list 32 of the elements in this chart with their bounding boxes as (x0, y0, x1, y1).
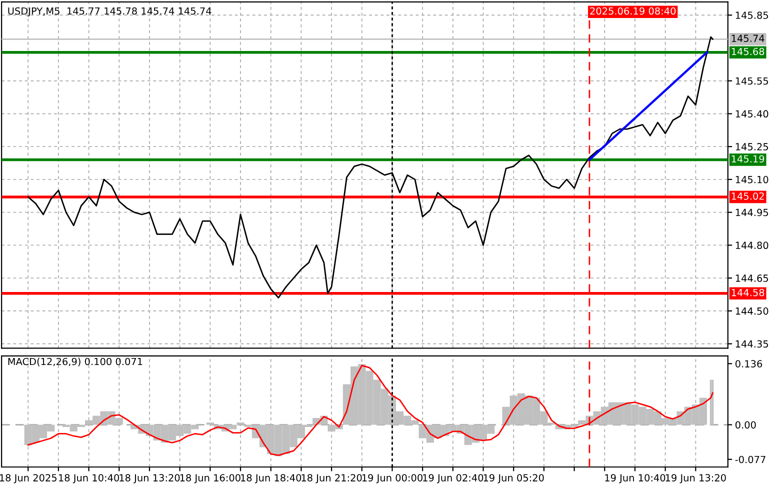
ref-line-label: 145.74 (732, 34, 764, 42)
y-tick-label: 144.50 (736, 307, 768, 315)
ref-line-label: 2025.06.19 08:40 (590, 7, 676, 15)
y-tick-label: 145.55 (736, 77, 768, 85)
y-tick-label: 145.25 (736, 143, 768, 150)
y-tick-label: -0.077 (735, 456, 766, 464)
y-tick-label: 144.65 (736, 274, 768, 282)
ref-line-label: 145.68 (732, 48, 764, 56)
y-tick-label: 144.80 (736, 242, 768, 250)
x-tick-label: 18 Jun 21:20 (302, 474, 362, 484)
y-tick-label: 144.35 (736, 340, 768, 348)
ref-line-label: 145.02 (732, 192, 764, 200)
y-tick-label: 145.40 (736, 110, 768, 118)
y-tick-label: 145.85 (736, 12, 768, 19)
x-tick-label: 19 Jun 10:40 (605, 474, 666, 484)
ref-line-label: 144.58 (732, 288, 764, 296)
x-tick-label: 18 Jun 18:40 (241, 474, 302, 484)
x-tick-label: 18 Jun 2025 (0, 474, 57, 484)
y-tick-label: 144.95 (736, 208, 768, 216)
x-tick-label: 19 Jun 02:40 (423, 474, 484, 484)
y-tick-label: 145.10 (736, 176, 768, 184)
x-tick-label: 19 Jun 13:20 (666, 474, 726, 484)
x-tick-label: 18 Jun 10:40 (58, 474, 120, 484)
y-tick-label: 0.00 (735, 421, 756, 429)
x-tick-label: 19 Jun 00:00 (362, 474, 422, 484)
y-tick-label: 0.136 (735, 360, 762, 368)
x-tick-label: 18 Jun 13:20 (120, 474, 180, 484)
x-tick-label: 19 Jun 05:20 (484, 474, 544, 484)
ref-line-label: 145.19 (732, 155, 764, 163)
text: USDJPY,M5 145.77 145.78 145.74 145.74 (8, 7, 212, 16)
chart-title: MACD(12,26,9) 0.100 0.071 (8, 358, 142, 366)
x-tick-label: 18 Jun 16:00 (180, 474, 240, 484)
